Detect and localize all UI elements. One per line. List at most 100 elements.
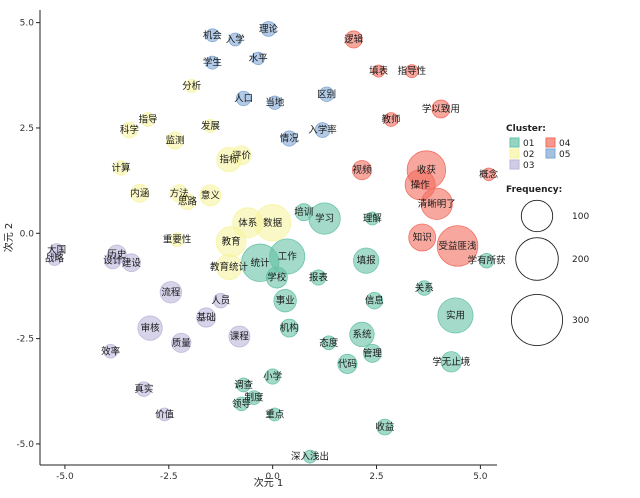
y-tick-label: -5.0 [16,440,34,450]
bubble [408,223,437,252]
x-tick-label: 2.5 [369,472,383,482]
bubble [205,55,220,70]
bubble [478,253,495,269]
legend-frequency-label: 300 [572,316,589,326]
word-label: 入学率 [308,124,337,136]
word-label: 学无止境 [432,356,471,368]
legend-cluster-swatch [509,159,520,170]
word-label: 信息 [365,295,384,307]
word-label: 教师 [382,114,401,126]
bubble [319,86,335,102]
word-label: 入学 [226,33,245,45]
word-label: 实用 [446,309,465,321]
bubble [349,321,375,348]
word-label: 课程 [230,332,250,343]
bubble [416,280,432,296]
word-label: 操作 [411,179,431,191]
bubble [169,232,185,247]
word-label: 效率 [101,345,121,357]
bubble [437,297,474,334]
word-label: 清晰明了 [418,198,456,210]
bubble [353,247,380,274]
bubble [372,64,386,78]
bubble [482,167,496,181]
bubble [279,318,299,338]
word-label: 填表 [369,65,389,77]
legend-cluster-label: 01 [523,139,534,149]
legend-frequency-circle [520,199,554,233]
bubble [351,160,372,181]
bubble [205,28,220,43]
bubble [228,32,243,47]
word-label: 发展 [201,120,221,132]
bubble [436,225,479,267]
word-label: 数据 [263,217,283,229]
bubble [376,418,394,436]
bubble [440,351,462,373]
word-label: 填报 [357,255,377,267]
word-label: 机构 [280,322,299,334]
word-label: 领导 [232,398,251,410]
word-label: 水平 [249,52,269,64]
word-label: 学习 [315,213,334,225]
word-label: 分析 [182,80,202,92]
bubble [281,130,298,147]
bubble [269,238,306,275]
bubble [215,253,243,281]
bubble [236,377,251,393]
bubble [267,407,282,422]
bubble [363,344,382,363]
bubble [310,269,327,286]
bubble [404,169,436,201]
bubble [159,281,183,304]
word-label: 机会 [203,29,223,41]
word-label: 大国 [47,244,66,256]
legend-cluster-swatch [509,148,520,159]
word-label: 学校 [267,272,287,284]
word-label: 小学 [263,371,282,383]
bubble [294,203,313,222]
axes: -5.0 -2.5 0.0 2.5 5.0 -5.0 -2.5 0.0 2.5 5.0 [16,10,497,482]
y-tick-label: 2.5 [20,124,34,134]
bubble [365,211,380,226]
word-label: 报表 [309,272,329,284]
word-label: 收获 [417,164,437,176]
bubble [383,112,399,127]
bubble [267,95,282,110]
word-label: 理论 [259,23,279,35]
bubble [137,315,163,341]
bubble [120,121,138,139]
x-tick-label: 0.0 [265,472,280,482]
bubble [140,112,156,127]
legend-cluster-swatch [509,137,520,148]
word-label: 体系 [238,217,257,229]
legend-cluster-title: Cluster: [506,124,546,134]
word-label: 制度 [244,392,264,404]
bubble [231,145,252,166]
legend-cluster-label: 03 [523,161,534,171]
word-label: 工作 [278,250,298,262]
word-label: 科学 [120,124,139,136]
word-label: 学生 [203,57,223,69]
legend-frequency-label: 100 [572,212,589,222]
bubble [344,30,363,49]
y-tick-label: 5.0 [20,19,35,29]
legend-cluster-label: 02 [523,150,534,160]
word-label: 深入浅出 [291,451,329,463]
word-label: 代码 [338,359,357,370]
word-label: 区别 [317,89,336,100]
bubble [404,64,419,78]
bubble [184,78,199,93]
word-label: 内涵 [130,187,149,199]
word-label: 设计 [103,255,123,267]
x-tick-label: -2.5 [160,472,178,482]
legend-frequency-label: 200 [572,255,589,265]
bubble [157,407,172,422]
word-label: 情况 [280,132,300,144]
word-label: 审核 [141,322,161,334]
word-label: 战略 [45,253,65,265]
word-label: 统计 [251,257,271,269]
bubble [264,368,281,385]
